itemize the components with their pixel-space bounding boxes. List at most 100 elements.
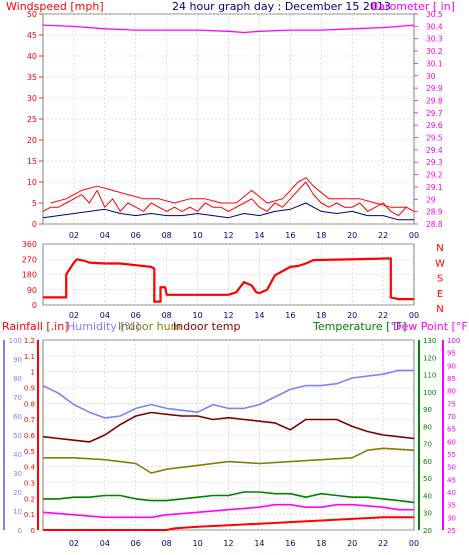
- wind-xtick-label-9: 20: [347, 231, 357, 240]
- wind-xtick-label-1: 04: [100, 231, 110, 240]
- hum-ytick-label-8: 80: [13, 375, 22, 383]
- baro-ytick-label-17: 30.5: [426, 10, 443, 19]
- temp-ytick-label-7: 90: [423, 406, 432, 414]
- hum-ytick-label-4: 40: [13, 451, 22, 459]
- baro-ytick-label-8: 29.6: [426, 121, 443, 130]
- env-xtick-label-7: 16: [285, 539, 295, 548]
- dew-ytick-label-4: 45: [447, 476, 456, 484]
- dir-xtick-label-9: 20: [347, 311, 357, 320]
- rain-axis-bar: [37, 340, 39, 530]
- dew-ytick-label-11: 80: [447, 388, 456, 396]
- baro-ytick-label-2: 29: [426, 195, 436, 204]
- rain-ytick-label-9: 0.9: [24, 385, 35, 393]
- wind-ytick-label-4: 20: [27, 136, 37, 145]
- dew-ytick-label-3: 40: [447, 489, 456, 497]
- temp-ytick-label-11: 130: [423, 337, 436, 345]
- hum-ytick-label-0: 0: [18, 527, 22, 535]
- wind-series-1: [50, 177, 407, 208]
- hum-ytick-label-9: 90: [13, 356, 22, 364]
- wind-xtick-label-10: 22: [378, 231, 388, 240]
- wind-xtick-label-2: 06: [131, 231, 141, 240]
- wind-ytick-label-9: 45: [27, 31, 37, 40]
- dir-compass-label-4: N: [436, 304, 443, 315]
- wind-xtick-label-7: 16: [285, 231, 295, 240]
- baro-ytick-label-12: 30: [426, 72, 436, 81]
- dir-xtick-label-10: 22: [378, 311, 388, 320]
- temp-ytick-label-5: 70: [423, 441, 432, 449]
- wind-ytick-label-0: 0: [32, 220, 37, 229]
- dir-ytick-label-4: 360: [22, 240, 37, 249]
- baro-ytick-label-15: 30.3: [426, 35, 443, 44]
- wind-ytick-label-5: 25: [27, 115, 37, 124]
- hum-ytick-label-3: 30: [13, 470, 22, 478]
- wind-axis-title: Windspeed [mph]: [6, 0, 104, 13]
- hum-ytick-label-6: 60: [13, 413, 22, 421]
- wind-xtick-label-4: 10: [192, 231, 202, 240]
- rain-ytick-label-10: 1: [31, 369, 35, 377]
- dir-xtick-label-11: 00: [409, 311, 419, 320]
- dewpoint-label: Dew Point [°F]: [393, 320, 469, 333]
- dir-ytick-label-3: 270: [22, 255, 37, 264]
- rain-ytick-label-6: 0.6: [24, 432, 36, 440]
- wind-ytick-label-1: 5: [32, 199, 37, 208]
- temp-ytick-label-0: 20: [423, 527, 432, 535]
- rainfall-label: Rainfall [.in]: [2, 320, 69, 333]
- wind-ytick-label-2: 10: [27, 178, 37, 187]
- dew-ytick-label-8: 65: [447, 426, 456, 434]
- env-xtick-label-0: 02: [69, 539, 79, 548]
- dew-ytick-label-6: 55: [447, 451, 456, 459]
- dir-xtick-label-8: 18: [316, 311, 326, 320]
- baro-ytick-label-9: 29.7: [426, 109, 443, 118]
- wind-series-3: [42, 24, 415, 34]
- rain-ytick-label-0: 0: [31, 527, 35, 535]
- hum-ytick-label-2: 20: [13, 489, 22, 497]
- temp-ytick-label-4: 60: [423, 458, 432, 466]
- wind-xtick-label-11: 00: [409, 231, 419, 240]
- temp-ytick-label-8: 100: [423, 389, 436, 397]
- dir-xtick-label-4: 10: [192, 311, 202, 320]
- baro-ytick-label-6: 29.4: [426, 146, 443, 155]
- hum-ytick-label-1: 10: [13, 508, 22, 516]
- env-xtick-label-9: 20: [347, 539, 357, 548]
- rain-ytick-label-11: 1.1: [24, 353, 35, 361]
- env-xtick-label-10: 22: [378, 539, 388, 548]
- humidity-axis-bar: [3, 340, 5, 530]
- env-annotation-0: - -: [152, 493, 160, 502]
- hum-ytick-label-10: 100: [9, 337, 22, 345]
- wind-ytick-label-7: 35: [27, 73, 37, 82]
- env-xtick-label-8: 18: [316, 539, 326, 548]
- dir-ytick-label-2: 180: [22, 271, 37, 280]
- dew-ytick-label-5: 50: [447, 464, 456, 472]
- dew-ytick-label-2: 35: [447, 502, 456, 510]
- dir-series-0: [43, 257, 414, 303]
- temp-ytick-label-6: 80: [423, 423, 432, 431]
- dew-ytick-label-14: 95: [447, 350, 456, 358]
- baro-ytick-label-13: 30.1: [426, 59, 443, 68]
- wind-series-2: [42, 202, 414, 221]
- temp-ytick-label-9: 110: [423, 372, 436, 380]
- baro-ytick-label-7: 29.5: [426, 134, 443, 143]
- wind-ytick-label-8: 40: [27, 52, 37, 61]
- temp-axis-bar: [418, 340, 420, 530]
- wind-ytick-label-6: 30: [27, 94, 37, 103]
- wind-xtick-label-3: 08: [162, 231, 172, 240]
- temperature-label: Temperature [°F]: [312, 320, 407, 333]
- rain-ytick-label-7: 0.7: [24, 416, 35, 424]
- dew-ytick-label-15: 100: [447, 337, 460, 345]
- env-series-5: [43, 516, 414, 531]
- temp-ytick-label-1: 30: [423, 510, 432, 518]
- baro-ytick-label-1: 28.9: [426, 208, 443, 217]
- indoor-temp-label: Indoor temp: [173, 320, 240, 333]
- wind-xtick-label-0: 02: [69, 231, 79, 240]
- dir-xtick-label-3: 08: [162, 311, 172, 320]
- dir-xtick-label-6: 14: [254, 311, 264, 320]
- hum-ytick-label-5: 50: [13, 432, 22, 440]
- rain-ytick-label-2: 0.2: [24, 495, 35, 503]
- dir-compass-label-0: N: [436, 243, 443, 254]
- dir-ytick-label-0: 0: [32, 301, 37, 310]
- dew-ytick-label-10: 75: [447, 400, 456, 408]
- dir-xtick-label-7: 16: [285, 311, 295, 320]
- dew-ytick-label-1: 30: [447, 514, 456, 522]
